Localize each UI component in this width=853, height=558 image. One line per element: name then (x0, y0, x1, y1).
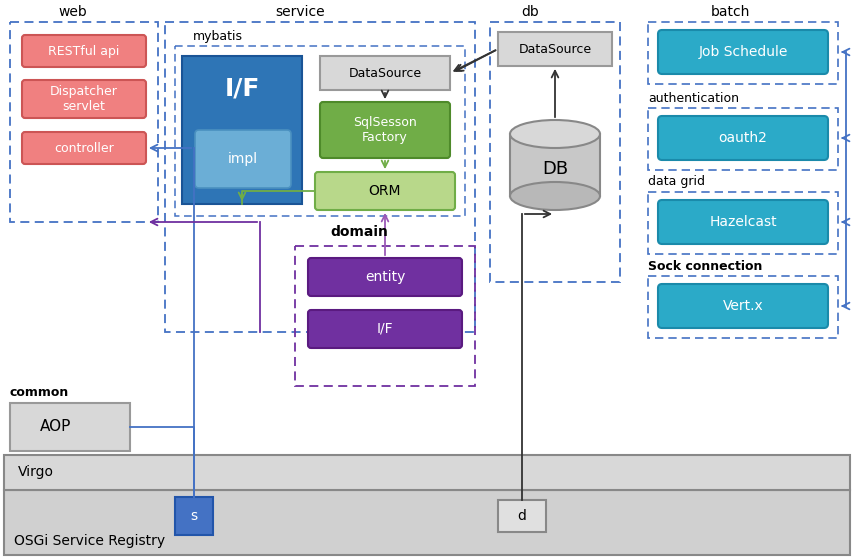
Text: DataSource: DataSource (348, 66, 421, 79)
Text: Job Schedule: Job Schedule (698, 45, 786, 59)
Text: DataSource: DataSource (518, 42, 591, 55)
Text: data grid: data grid (647, 176, 705, 189)
Ellipse shape (509, 120, 600, 148)
FancyBboxPatch shape (22, 80, 146, 118)
FancyBboxPatch shape (308, 258, 461, 296)
Text: RESTful api: RESTful api (49, 45, 119, 57)
FancyBboxPatch shape (657, 30, 827, 74)
Text: impl: impl (228, 152, 258, 166)
Text: d: d (517, 509, 525, 523)
Text: domain: domain (329, 225, 387, 239)
Bar (175, 46, 464, 216)
Text: Sock connection: Sock connection (647, 259, 762, 272)
Text: I/F: I/F (224, 76, 259, 100)
Text: service: service (275, 5, 324, 19)
Text: Virgo: Virgo (18, 465, 54, 479)
FancyBboxPatch shape (315, 172, 455, 210)
Bar (647, 276, 837, 338)
Bar (165, 22, 474, 332)
FancyBboxPatch shape (657, 284, 827, 328)
Text: OSGi Service Registry: OSGi Service Registry (14, 534, 165, 548)
Text: Hazelcast: Hazelcast (708, 215, 776, 229)
Text: I/F: I/F (376, 322, 393, 336)
Bar (294, 246, 474, 386)
Text: Dispatcher
servlet: Dispatcher servlet (50, 85, 118, 113)
Text: s: s (190, 509, 197, 523)
Text: Vert.x: Vert.x (722, 299, 763, 313)
Bar (497, 32, 612, 66)
Text: DB: DB (542, 160, 567, 178)
Text: mybatis: mybatis (193, 30, 243, 42)
Bar (647, 192, 837, 254)
Text: controller: controller (54, 142, 113, 155)
Bar (4, 490, 849, 555)
FancyBboxPatch shape (194, 130, 291, 188)
Bar (647, 22, 837, 84)
FancyBboxPatch shape (22, 35, 146, 67)
Bar (647, 108, 837, 170)
Text: batch: batch (710, 5, 749, 19)
Bar (509, 134, 600, 196)
FancyBboxPatch shape (22, 132, 146, 164)
FancyBboxPatch shape (657, 116, 827, 160)
Bar (10, 22, 158, 222)
Text: SqlSesson
Factory: SqlSesson Factory (352, 116, 416, 144)
Bar (490, 22, 619, 282)
Text: db: db (520, 5, 538, 19)
Bar (175, 497, 212, 535)
Text: web: web (59, 5, 87, 19)
Bar (182, 56, 302, 204)
Bar (497, 500, 545, 532)
Text: AOP: AOP (40, 420, 72, 435)
Bar (10, 403, 130, 451)
Text: authentication: authentication (647, 92, 738, 104)
FancyBboxPatch shape (308, 310, 461, 348)
Text: ORM: ORM (368, 184, 401, 198)
Text: entity: entity (364, 270, 404, 284)
Bar (4, 455, 849, 490)
FancyBboxPatch shape (320, 102, 450, 158)
Text: common: common (10, 387, 69, 400)
Bar (320, 56, 450, 90)
Text: oauth2: oauth2 (717, 131, 767, 145)
FancyBboxPatch shape (657, 200, 827, 244)
Ellipse shape (509, 182, 600, 210)
